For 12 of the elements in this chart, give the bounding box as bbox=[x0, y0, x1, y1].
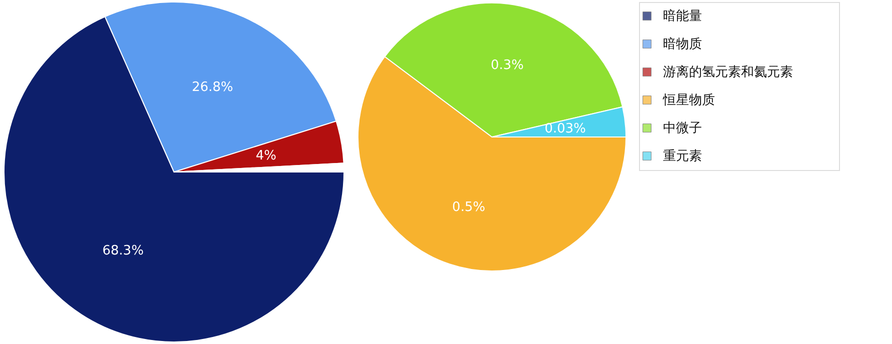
data-label: 4% bbox=[256, 148, 276, 164]
data-label: 26.8% bbox=[192, 80, 234, 95]
data-label: 0.3% bbox=[490, 58, 524, 73]
legend-label: 暗物质 bbox=[663, 37, 702, 52]
data-label: 0.03% bbox=[544, 122, 586, 137]
legend-label: 中微子 bbox=[663, 121, 702, 136]
data-label: 0.5% bbox=[452, 200, 486, 215]
legend-label: 游离的氢元素和氦元素 bbox=[663, 64, 793, 80]
legend-label: 暗能量 bbox=[663, 9, 702, 24]
legend-label: 恒星物质 bbox=[662, 93, 715, 108]
legend-label: 重元素 bbox=[663, 149, 702, 164]
data-label: 68.3% bbox=[102, 243, 144, 258]
